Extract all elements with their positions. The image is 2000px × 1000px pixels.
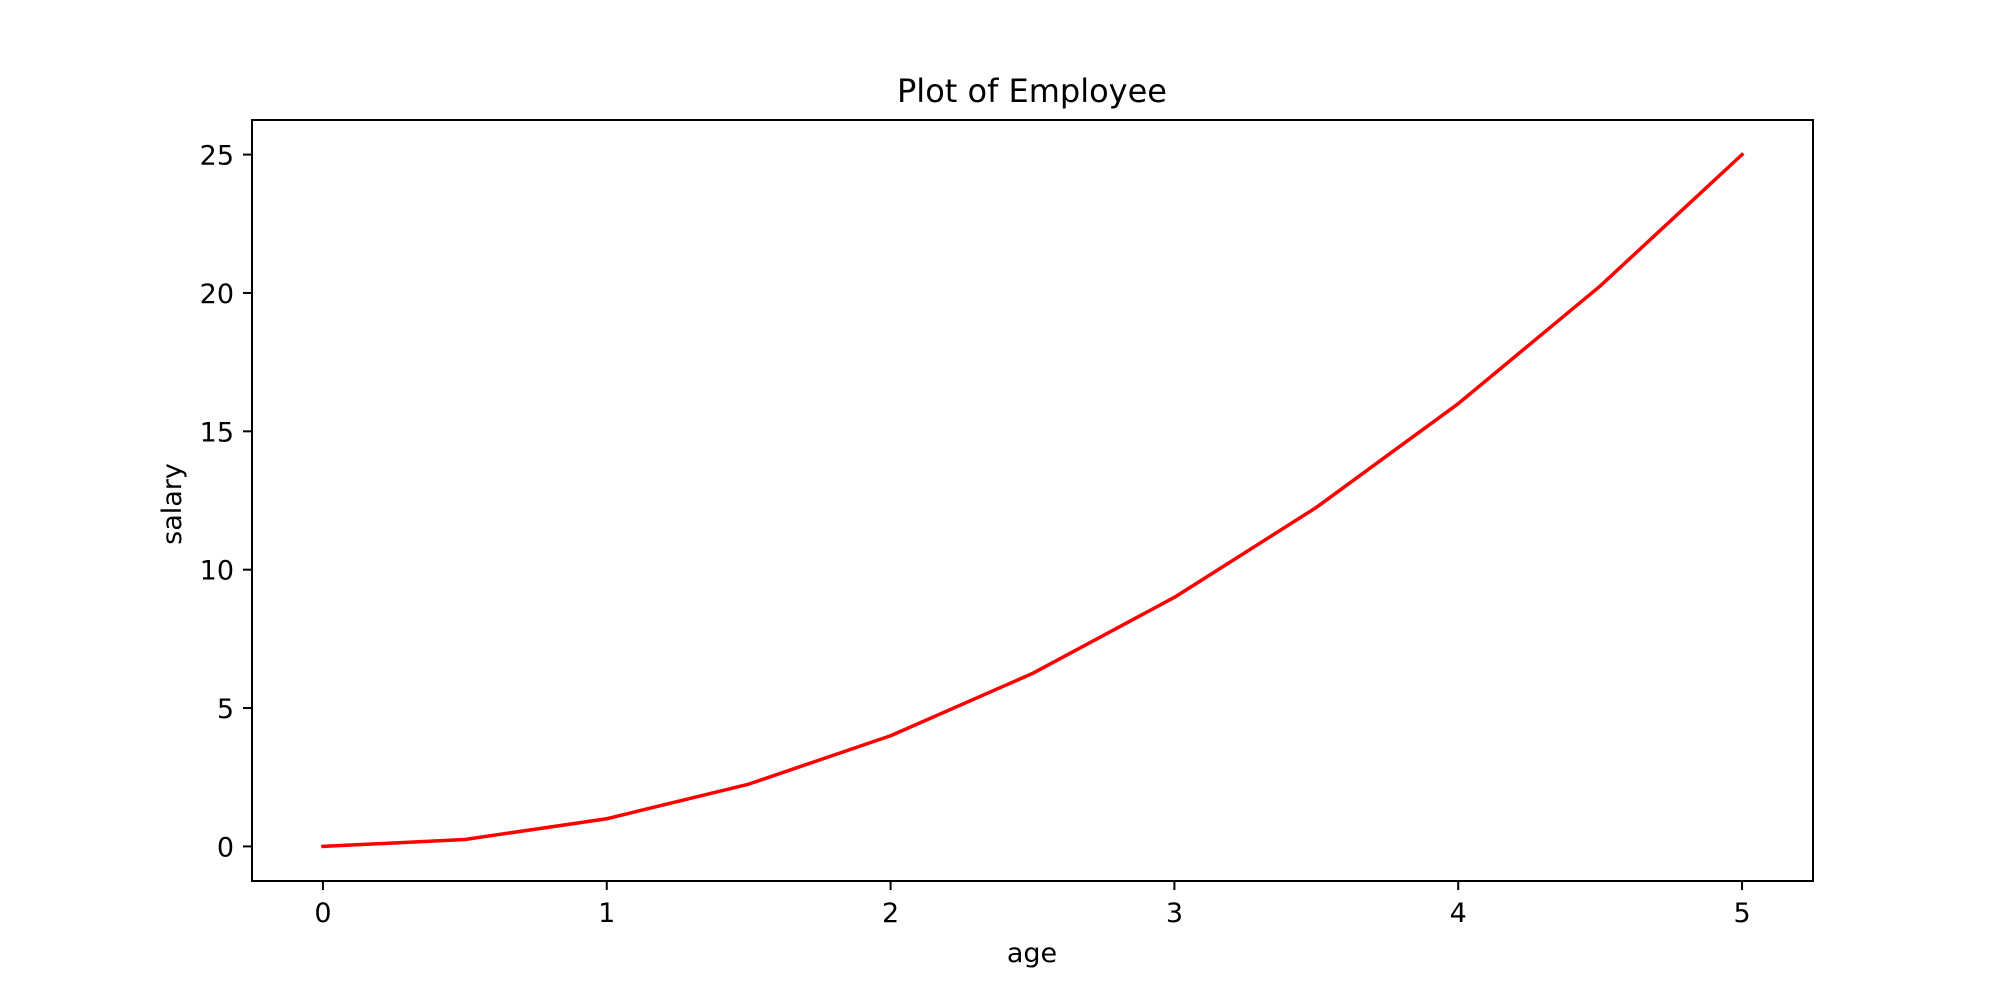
y-tick-label: 25	[200, 141, 234, 172]
y-tick-label: 10	[200, 556, 234, 587]
x-tick-label: 1	[598, 898, 615, 929]
x-axis-label: age	[1007, 938, 1057, 969]
x-tick-label: 2	[882, 898, 899, 929]
y-tick-label: 20	[200, 279, 234, 310]
x-tick-label: 0	[314, 898, 331, 929]
y-tick-label: 5	[217, 694, 234, 725]
y-tick-label: 0	[217, 832, 234, 863]
x-tick-label: 5	[1733, 898, 1750, 929]
chart-title: Plot of Employee	[897, 72, 1167, 110]
series-line-0	[321, 152, 1745, 849]
plot-area: 0 1 2 3 4 5 0 5 10 15 20 25	[200, 119, 1814, 929]
y-axis-label: salary	[157, 463, 188, 545]
x-tick-label: 3	[1166, 898, 1183, 929]
y-tick-label: 15	[200, 417, 234, 448]
axes-frame	[251, 119, 1814, 882]
x-tick-label: 4	[1450, 898, 1467, 929]
